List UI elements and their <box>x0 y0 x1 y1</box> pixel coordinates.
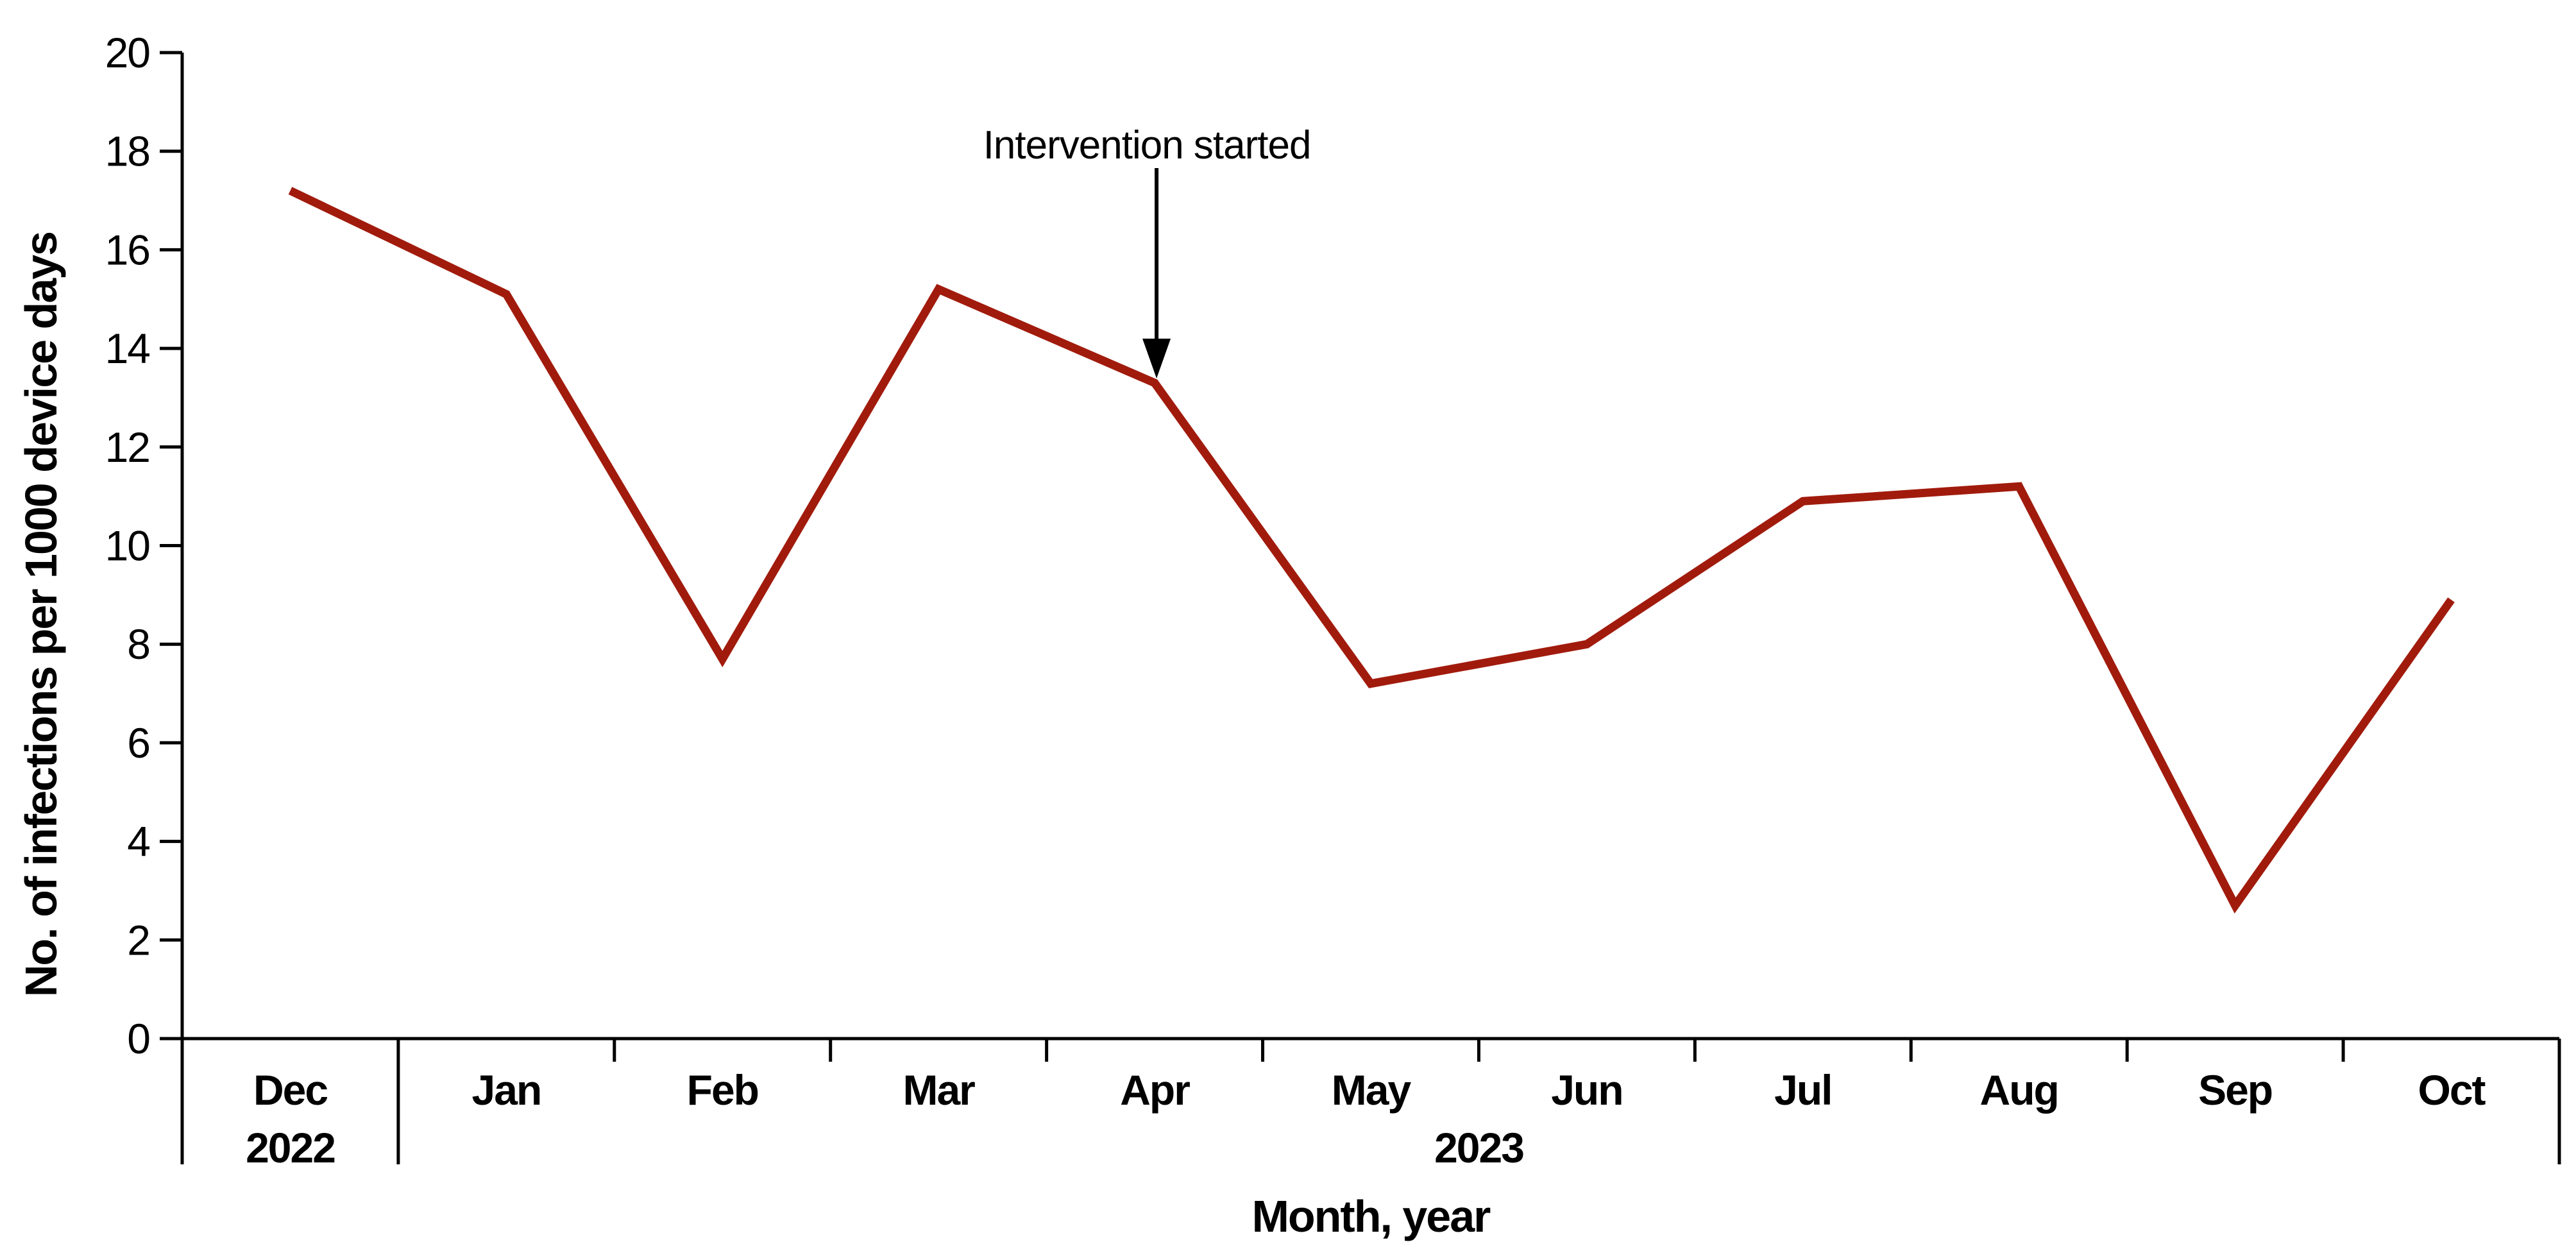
y-tick-group: 0 2 4 6 8 10 12 14 16 18 20 <box>105 29 182 1062</box>
y-tick-label: 14 <box>105 325 150 372</box>
month-label-apr: Apr <box>1120 1066 1190 1114</box>
y-tick-label: 20 <box>105 29 150 76</box>
y-axis: 0 2 4 6 8 10 12 14 16 18 20 <box>105 29 184 1164</box>
annotation-group: Intervention started <box>983 123 1311 378</box>
data-line <box>288 187 2455 914</box>
annotation-text: Intervention started <box>983 123 1311 167</box>
year-label-2023: 2023 <box>1434 1124 1523 1171</box>
month-label-oct: Oct <box>2418 1066 2486 1114</box>
y-tick-label: 4 <box>127 818 149 865</box>
y-tick-label: 0 <box>127 1015 149 1062</box>
y-tick-label: 6 <box>127 719 149 767</box>
annotation-arrowhead-icon <box>1142 338 1171 378</box>
y-axis-title: No. of infections per 1000 device days <box>16 232 66 997</box>
month-label-sep: Sep <box>2198 1066 2272 1114</box>
year-label-2022: 2022 <box>246 1124 335 1171</box>
y-tick-label: 12 <box>105 423 149 471</box>
y-tick-label: 8 <box>127 620 149 668</box>
month-label-may: May <box>1332 1066 1412 1114</box>
month-label-aug: Aug <box>1980 1066 2058 1114</box>
y-tick-label: 18 <box>105 128 149 175</box>
month-label-mar: Mar <box>903 1066 976 1114</box>
month-label-jun: Jun <box>1551 1066 1622 1114</box>
data-series-group <box>288 187 2455 914</box>
y-tick-label: 2 <box>127 916 149 964</box>
month-label-dec: Dec <box>253 1066 327 1114</box>
month-label-group: Dec Jan Feb Mar Apr May Jun Jul Aug Sep Oct <box>253 1066 2487 1114</box>
month-label-feb: Feb <box>687 1066 758 1114</box>
month-label-jan: Jan <box>472 1066 541 1114</box>
x-axis <box>182 1037 2561 1164</box>
x-axis-title: Month, year <box>1252 1191 1491 1241</box>
x-tick-group <box>396 1039 2561 1164</box>
month-label-jul: Jul <box>1774 1066 1831 1114</box>
y-tick-label: 16 <box>105 226 149 273</box>
y-tick-label: 10 <box>105 522 150 570</box>
